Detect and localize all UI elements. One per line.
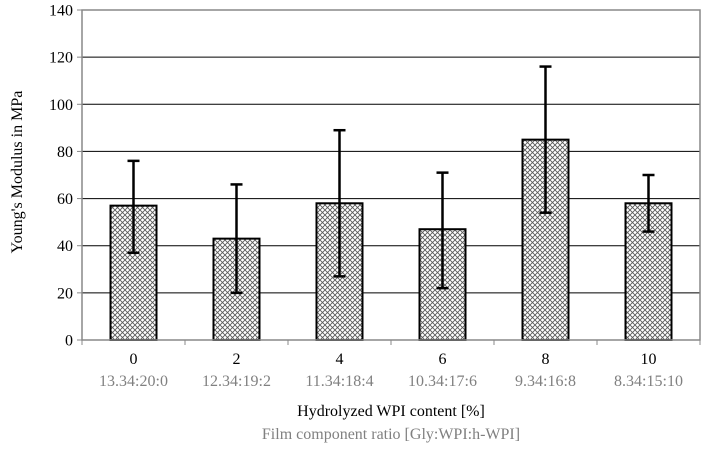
x-subcategory-label: 11.34:18:4 bbox=[305, 373, 373, 390]
x-subcategory-label: 9.34:16:8 bbox=[515, 373, 576, 390]
x-tick-label: 8 bbox=[542, 351, 550, 368]
tick-labels: 0 20 40 60 80 100 120 140 0 13.34:20:0 2 12.34:19:2… bbox=[49, 3, 683, 391]
x-subcategory-label: 13.34:20:0 bbox=[99, 373, 168, 390]
y-tick-label: 120 bbox=[49, 50, 73, 67]
x-tick-label: 6 bbox=[439, 351, 447, 368]
axes bbox=[77, 9, 701, 345]
y-axis-label: Young's Modulus in MPa bbox=[9, 91, 26, 254]
x-tick-label: 4 bbox=[336, 351, 344, 368]
x-subcategory-label: 10.34:17:6 bbox=[408, 373, 477, 390]
x-axis-label: Hydrolyzed WPI content [%] bbox=[297, 403, 485, 420]
x-subcategory-label: 12.34:19:2 bbox=[202, 373, 271, 390]
y-tick-label: 0 bbox=[65, 333, 73, 350]
plot-border bbox=[81, 9, 701, 341]
y-tick-label: 140 bbox=[49, 3, 73, 20]
x-tick-label: 10 bbox=[641, 351, 657, 368]
gridlines bbox=[82, 56, 700, 294]
x-axis-sublabel: Film component ratio [Gly:WPI:h-WPI] bbox=[262, 426, 520, 443]
x-subcategory-label: 8.34:15:10 bbox=[614, 373, 683, 390]
bars bbox=[109, 138, 673, 341]
error-bars bbox=[127, 65, 655, 295]
x-tick-label: 2 bbox=[233, 351, 241, 368]
y-tick-label: 60 bbox=[57, 191, 73, 208]
y-tick-label: 20 bbox=[57, 285, 73, 302]
x-tick-label: 0 bbox=[130, 351, 138, 368]
y-tick-label: 100 bbox=[49, 97, 73, 114]
y-tick-label: 40 bbox=[57, 238, 73, 255]
y-tick-label: 80 bbox=[57, 144, 73, 161]
